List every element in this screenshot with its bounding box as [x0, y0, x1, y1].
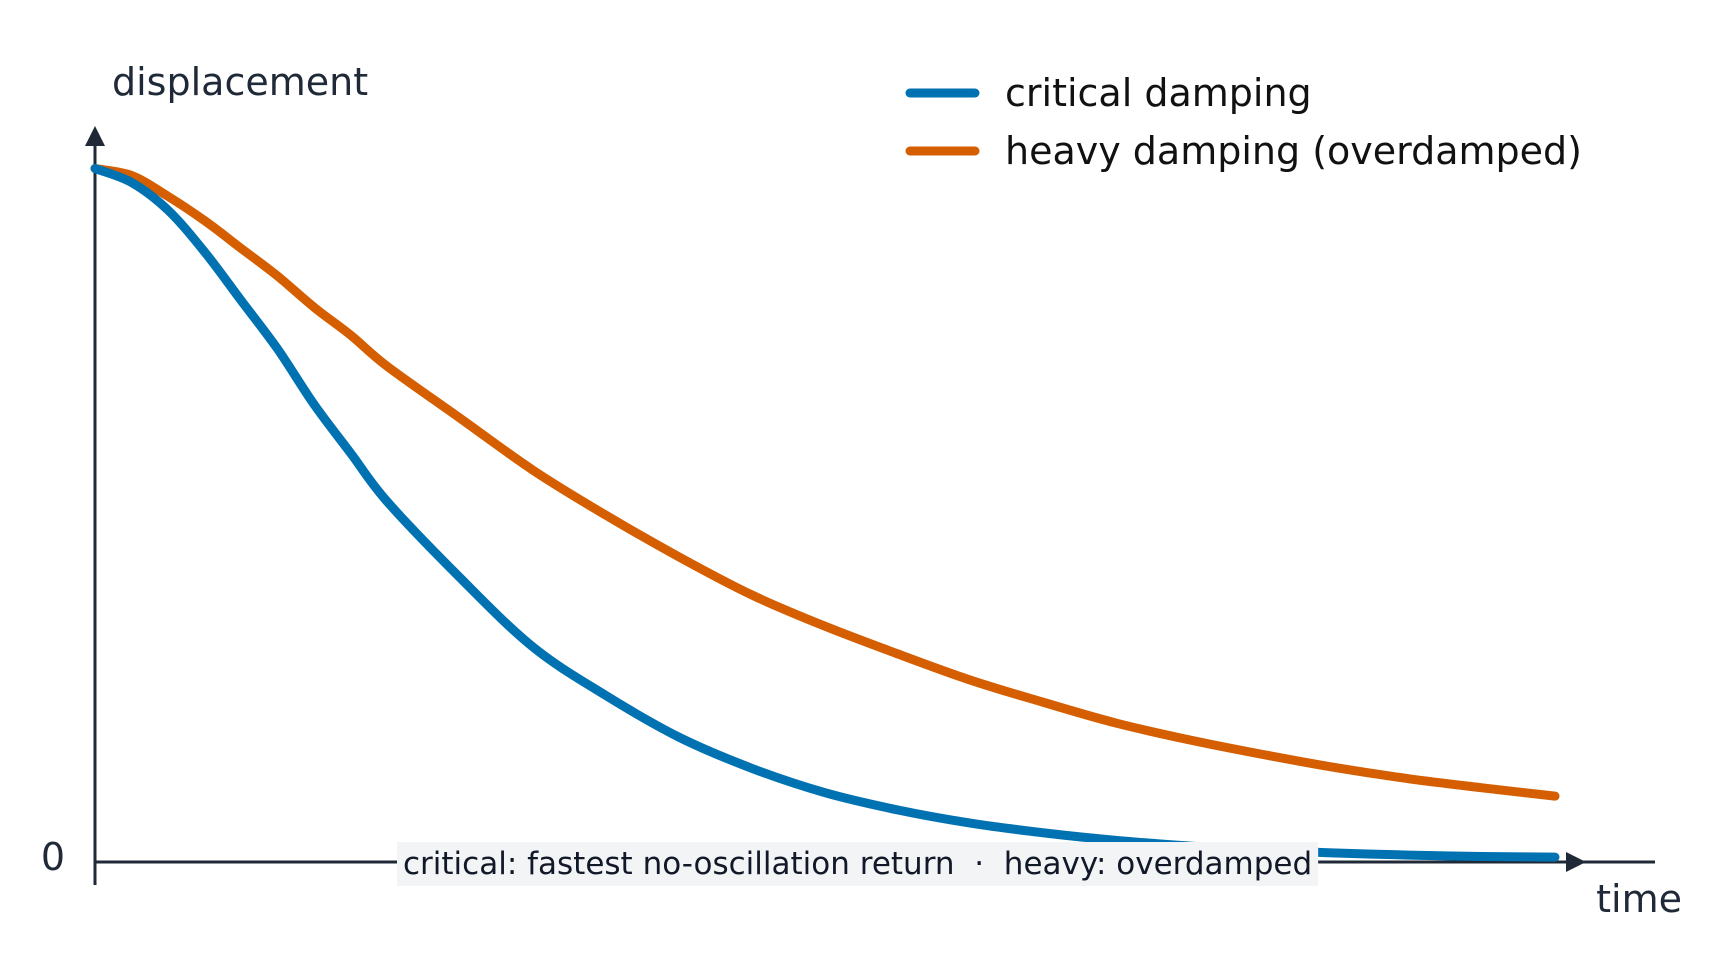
series-line-critical-damping	[90, 164, 1560, 862]
series-line-heavy-damping	[90, 164, 1560, 801]
x-axis-label: time	[1596, 877, 1682, 921]
y-axis-label: displacement	[112, 60, 368, 104]
legend-label-heavy-damping: heavy damping (overdamped)	[1005, 129, 1582, 173]
annotation-background	[397, 842, 1319, 886]
legend-label-critical-damping: critical damping	[1005, 71, 1312, 115]
x-axis-arrow	[1566, 852, 1586, 872]
y-tick-label-0: 0	[41, 835, 65, 879]
y-axis-arrow	[85, 126, 105, 146]
series-group	[90, 164, 1560, 862]
legend: critical damping heavy damping (overdamp…	[905, 71, 1582, 173]
annotation-text: critical: fastest no-oscillation return …	[403, 846, 1312, 882]
